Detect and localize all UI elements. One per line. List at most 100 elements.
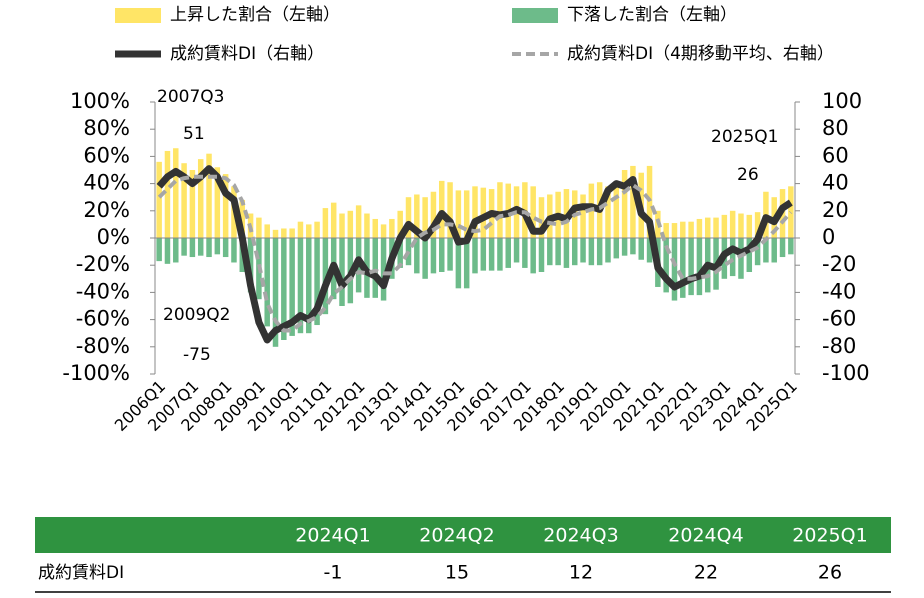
- bar: [729, 210, 736, 238]
- line: [156, 165, 793, 344]
- bar: [372, 238, 379, 298]
- bar: [306, 238, 312, 334]
- bar: [206, 238, 212, 258]
- bar: [422, 238, 428, 279]
- y2-tick-label: 100: [822, 89, 862, 113]
- bar: [289, 238, 295, 336]
- bar: [688, 238, 694, 296]
- bar: [779, 238, 786, 258]
- bar: [314, 221, 320, 238]
- annotation: 2007Q3: [157, 87, 224, 107]
- bar: [214, 167, 221, 238]
- y2-tick-label: -60: [822, 307, 856, 331]
- y2-tick-label: 20: [822, 198, 849, 222]
- bar: [256, 217, 262, 238]
- bar: [297, 238, 304, 334]
- y2-tick-label: -100: [822, 361, 870, 385]
- bar: [746, 238, 753, 272]
- bar: [488, 238, 495, 271]
- bar: [497, 238, 503, 271]
- bar: [663, 223, 669, 238]
- table-cell: 22: [694, 562, 718, 584]
- bar: [671, 238, 678, 301]
- bar: [156, 238, 162, 262]
- bar: [646, 238, 653, 263]
- y-tick-label: -40%: [76, 279, 130, 303]
- y-tick-label: -20%: [76, 252, 130, 276]
- bar: [339, 213, 345, 238]
- bar: [605, 186, 611, 238]
- bar: [463, 190, 470, 238]
- bar: [505, 238, 511, 268]
- bar: [264, 238, 270, 327]
- bar: [530, 186, 536, 238]
- bar: [306, 224, 312, 238]
- bar: [522, 238, 528, 268]
- bar: [380, 224, 387, 238]
- y-tick-label: 0%: [97, 225, 130, 249]
- bar: [721, 214, 728, 238]
- bar: [430, 191, 437, 238]
- bar: [663, 238, 669, 293]
- bar: [613, 238, 620, 259]
- y2-tick-label: -80: [822, 334, 856, 358]
- bar: [688, 221, 694, 238]
- line: [157, 174, 793, 333]
- bar: [696, 238, 703, 296]
- y2-tick-label: 40: [822, 171, 849, 195]
- table-header-cell: 2025Q1: [792, 525, 867, 547]
- bar: [596, 238, 603, 266]
- table-header-cell: 2024Q3: [543, 525, 618, 547]
- legend-label: 成約賃料DI（右軸）: [170, 44, 324, 64]
- bar: [206, 153, 212, 238]
- y-tick-label: -100%: [62, 361, 130, 385]
- bar: [380, 238, 387, 301]
- bar: [621, 238, 628, 256]
- y2-tick-label: -40: [822, 279, 856, 303]
- bar: [754, 238, 761, 266]
- table-cell: 26: [818, 562, 842, 584]
- bar: [272, 229, 279, 238]
- legend-label: 上昇した割合（左軸）: [170, 5, 340, 25]
- bar: [729, 238, 736, 277]
- bar: [538, 238, 545, 272]
- table-cell: 12: [569, 562, 593, 584]
- y-tick-label: -80%: [76, 334, 130, 358]
- bar: [339, 238, 345, 306]
- table-cell: 成約賃料DI: [38, 563, 124, 583]
- y2-tick-label: 60: [822, 143, 849, 167]
- bar: [497, 182, 503, 238]
- bar: [439, 180, 445, 238]
- bar: [763, 238, 769, 263]
- y-tick-label: 20%: [83, 198, 130, 222]
- bar: [156, 161, 162, 238]
- bar: [197, 159, 204, 238]
- y-tick-label: 80%: [83, 116, 130, 140]
- bar: [222, 174, 229, 238]
- bar: [214, 238, 221, 255]
- bar: [696, 218, 703, 238]
- bar: [738, 238, 744, 279]
- bar: [181, 238, 187, 256]
- bar: [646, 165, 653, 238]
- bar: [289, 228, 295, 238]
- bar: [638, 238, 644, 260]
- y2-tick-label: 0: [822, 225, 835, 249]
- y-tick-label: 40%: [83, 171, 130, 195]
- bar: [281, 238, 287, 340]
- bar: [630, 165, 636, 238]
- bar: [264, 224, 270, 238]
- bar: [580, 194, 586, 238]
- bar: [222, 238, 229, 258]
- bar: [680, 238, 686, 298]
- table-header-cell: 2024Q4: [668, 525, 743, 547]
- bar: [463, 238, 470, 289]
- table-header: [35, 517, 891, 553]
- bar: [530, 238, 536, 274]
- bar: [231, 238, 237, 263]
- y2-tick-label: -20: [822, 252, 856, 276]
- bar: [164, 150, 171, 238]
- bar: [164, 238, 171, 264]
- legend-label: 下落した割合（左軸）: [567, 5, 737, 25]
